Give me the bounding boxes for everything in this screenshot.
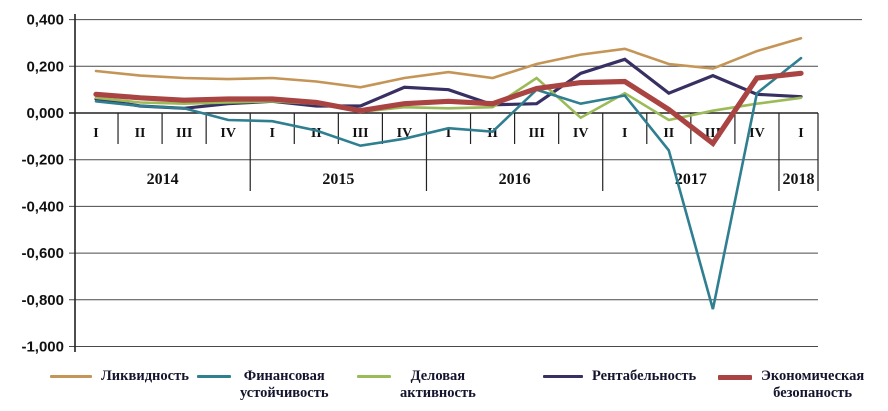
x-axis-quarter-label: I: [622, 126, 627, 141]
legend-swatch-icon: [50, 375, 92, 378]
x-axis-year-label: 2016: [499, 171, 531, 188]
x-axis-quarter-label: III: [176, 126, 192, 141]
chart-svg: 0,400 0,200 0,000 -0,200 -0,400 -0,600 -0,800 -…: [21, 12, 862, 356]
x-axis-quarter-label: I: [93, 126, 98, 141]
series-line-0: [94, 36, 803, 89]
legend-item-4: Экономическая безопаность: [718, 368, 864, 402]
legend-label: Финансовая устойчивость: [240, 368, 329, 401]
series-line-2: [94, 76, 803, 122]
legend-label: Рентабельность: [592, 368, 697, 384]
legend-label: Деловая активность: [400, 368, 476, 401]
legend-item-0: Ликвидность: [50, 368, 189, 385]
x-axis-quarter-label: I: [446, 126, 451, 141]
x-axis-quarter-label: IV: [749, 126, 765, 141]
legend-label: Экономическая безопаность: [761, 368, 865, 401]
series-line-1: [94, 56, 803, 310]
x-axis-quarter-label: IV: [220, 126, 236, 141]
x-axis-quarter-label: II: [487, 126, 498, 141]
y-axis-tick-label: 0,000: [26, 105, 64, 122]
legend-item-1: Финансовая устойчивость: [197, 368, 329, 402]
series-line-4: [93, 70, 804, 148]
x-axis-quarter-label: IV: [573, 126, 589, 141]
x-axis-quarter-label: I: [798, 126, 803, 141]
x-axis-quarter-label: II: [311, 126, 322, 141]
y-axis-tick-label: -1,000: [21, 339, 64, 356]
x-axis-quarter-label: II: [663, 126, 674, 141]
x-axis-year-label: 2014: [147, 171, 179, 188]
x-axis-quarter-label: III: [352, 126, 368, 141]
x-axis-quarter-label: II: [135, 126, 146, 141]
y-axis-tick-label: -0,600: [21, 245, 64, 262]
legend-swatch-icon: [357, 375, 391, 378]
x-axis-quarter-label: I: [270, 126, 275, 141]
x-axis-year-label: 2017: [675, 171, 707, 188]
y-axis-tick-label: -0,400: [21, 198, 64, 215]
line-chart: 0,400 0,200 0,000 -0,200 -0,400 -0,600 -0,800 -…: [21, 12, 862, 356]
y-axis-tick-label: 0,200: [26, 58, 64, 75]
y-axis-tick-label: -0,800: [21, 292, 64, 309]
y-axis-tick-label: 0,400: [26, 12, 64, 29]
x-axis-year-label: 2015: [322, 171, 354, 188]
legend-swatch-icon: [543, 375, 583, 378]
series-line-3: [94, 57, 803, 110]
x-axis-year-label: 2018: [782, 171, 814, 188]
legend-item-2: Деловая активность: [357, 368, 476, 402]
x-axis-quarter-label: III: [528, 126, 544, 141]
legend-swatch-icon: [197, 375, 231, 378]
chart-legend: Ликвидность Финансовая устойчивость Деловая…: [0, 360, 888, 411]
legend-swatch-icon: [718, 375, 752, 380]
y-axis-tick-label: -0,200: [21, 152, 64, 169]
legend-item-3: Рентабельность: [543, 368, 696, 385]
legend-label: Ликвидность: [101, 368, 189, 384]
